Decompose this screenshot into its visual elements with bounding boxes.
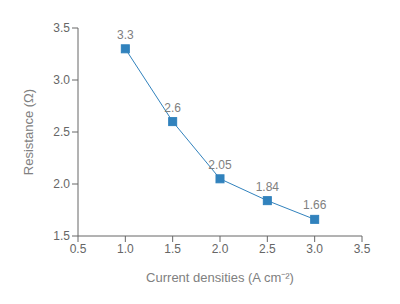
svg-text:1.84: 1.84 <box>256 180 280 194</box>
svg-text:2.0: 2.0 <box>53 177 70 191</box>
svg-text:0.5: 0.5 <box>70 242 87 256</box>
svg-text:3.3: 3.3 <box>117 28 134 42</box>
svg-text:3.5: 3.5 <box>53 21 70 35</box>
svg-text:3.0: 3.0 <box>306 242 323 256</box>
svg-text:1.5: 1.5 <box>53 229 70 243</box>
svg-text:1.0: 1.0 <box>117 242 134 256</box>
svg-text:3.5: 3.5 <box>354 242 371 256</box>
svg-text:2.0: 2.0 <box>212 242 229 256</box>
svg-text:2.05: 2.05 <box>208 158 232 172</box>
svg-text:3.0: 3.0 <box>53 73 70 87</box>
svg-text:1.5: 1.5 <box>164 242 181 256</box>
svg-text:1.66: 1.66 <box>303 198 327 212</box>
svg-text:2.5: 2.5 <box>53 125 70 139</box>
svg-text:2.5: 2.5 <box>259 242 276 256</box>
svg-text:Current densities (A cm⁻²): Current densities (A cm⁻²) <box>146 270 294 285</box>
svg-text:Resistance (Ω): Resistance (Ω) <box>21 89 36 175</box>
svg-text:2.6: 2.6 <box>164 101 181 115</box>
